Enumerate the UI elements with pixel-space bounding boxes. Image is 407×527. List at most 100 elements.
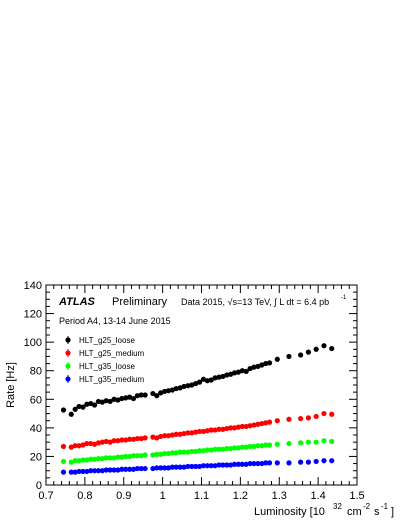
data-point <box>103 455 109 461</box>
data-point <box>196 448 203 454</box>
data-point <box>231 425 238 431</box>
data-point <box>76 403 82 410</box>
data-point <box>239 368 245 374</box>
data-point <box>123 437 129 443</box>
data-point <box>247 423 253 429</box>
x-tick-label: 1.5 <box>349 490 364 502</box>
data-point <box>76 443 82 449</box>
data-point <box>138 465 144 472</box>
data-point <box>204 463 210 469</box>
data-point <box>91 402 98 408</box>
data-point <box>216 374 222 380</box>
data-point <box>119 395 125 402</box>
data-point <box>196 379 203 385</box>
atlas-label: ATLAS <box>58 296 96 308</box>
data-point <box>76 468 82 475</box>
data-point <box>161 465 168 471</box>
x-axis-label-s: s <box>374 506 380 518</box>
data-point <box>274 418 280 424</box>
data-point <box>177 431 183 437</box>
data-point <box>72 469 78 475</box>
data-point <box>263 420 269 426</box>
data-point <box>305 415 312 421</box>
data-point <box>150 390 156 397</box>
data-point <box>103 467 109 473</box>
plot-frame <box>45 284 358 486</box>
y-tick-label: 60 <box>30 394 42 406</box>
data-point <box>313 346 319 352</box>
data-point <box>235 445 242 451</box>
data-point <box>251 460 257 467</box>
data-point <box>286 460 292 466</box>
data-point <box>111 438 117 444</box>
data-point <box>115 454 121 460</box>
legend-label: HLT_g25_loose <box>79 336 135 345</box>
x-tick-label: 0.9 <box>116 490 131 502</box>
data-point <box>91 468 98 474</box>
x-axis-ticks: 0.7 0.8 0.9 1 1.1 1.2 1.3 1.4 1.5 <box>38 285 365 502</box>
data-point <box>208 377 214 383</box>
data-point <box>119 454 125 460</box>
data-points <box>60 343 335 475</box>
data-point <box>189 448 195 455</box>
data-point <box>126 453 133 460</box>
x-axis-label-s-power: -1 <box>381 502 389 511</box>
data-point <box>181 383 187 390</box>
y-tick-label: 80 <box>30 366 42 378</box>
data-point <box>169 432 175 438</box>
data-point <box>158 433 164 440</box>
data-point <box>154 393 160 399</box>
data-point <box>99 455 105 462</box>
data-point <box>130 466 137 472</box>
data-point <box>158 465 164 471</box>
data-point <box>165 388 172 394</box>
data-point <box>224 425 230 432</box>
data-point <box>134 435 140 442</box>
data-point <box>138 435 144 442</box>
data-point <box>235 424 242 430</box>
data-point <box>60 458 67 465</box>
data-point <box>173 431 179 437</box>
data-point <box>142 392 148 398</box>
data-point <box>185 449 191 455</box>
data-point <box>196 428 203 435</box>
data-point <box>161 433 168 439</box>
data-point <box>111 396 117 402</box>
data-point <box>161 450 168 457</box>
data-point <box>154 465 160 471</box>
data-point <box>80 468 86 475</box>
data-point <box>305 349 312 355</box>
data-point <box>204 378 210 384</box>
data-point <box>329 438 335 445</box>
data-point <box>142 465 148 472</box>
data-point <box>138 453 144 459</box>
data-point <box>88 440 94 447</box>
data-point <box>251 443 257 450</box>
data-point <box>298 440 304 446</box>
data-point <box>185 430 191 436</box>
data-point <box>259 443 265 449</box>
data-point <box>158 451 164 457</box>
y-tick-label: 120 <box>24 309 42 321</box>
data-point <box>255 443 261 449</box>
data-point <box>68 469 74 475</box>
data-point <box>220 426 226 432</box>
data-point <box>76 458 82 464</box>
data-point <box>181 464 187 470</box>
x-tick-label: 1.2 <box>233 490 248 502</box>
data-point <box>329 345 335 352</box>
data-point <box>123 453 129 460</box>
data-point <box>263 460 269 466</box>
data-point <box>185 463 191 470</box>
data-point <box>208 463 214 469</box>
data-point <box>177 464 183 470</box>
data-point <box>321 458 327 464</box>
data-point <box>263 442 269 448</box>
data-point <box>111 455 117 461</box>
data-point <box>115 438 121 444</box>
data-point <box>313 413 319 420</box>
data-point <box>60 443 67 450</box>
data-point <box>88 468 94 474</box>
data-point <box>107 398 113 405</box>
